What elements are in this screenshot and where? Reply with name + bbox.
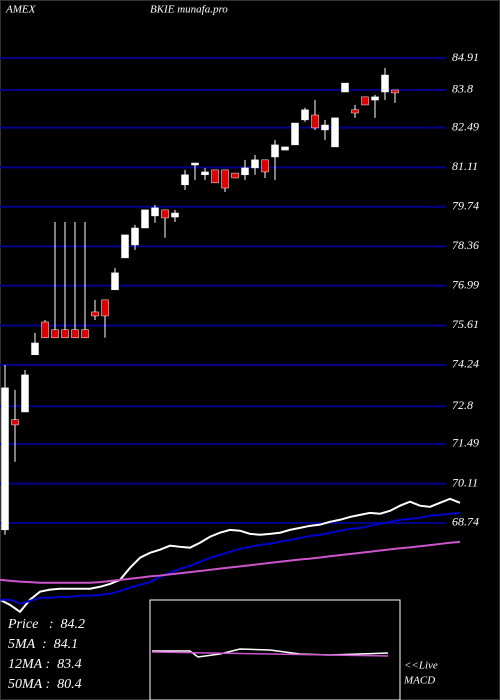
candle-body	[361, 96, 369, 106]
exchange: AMEX	[5, 4, 37, 16]
y-tick-label: 84.91	[452, 50, 479, 64]
info-label: 5MA : 84.1	[8, 637, 78, 652]
candle-body	[71, 329, 79, 339]
y-tick-label: 68.74	[452, 515, 479, 529]
candle-body	[171, 212, 179, 218]
candle-body	[11, 419, 19, 426]
candle-body	[381, 74, 389, 93]
y-tick-label: 83.8	[452, 82, 473, 96]
candle-body	[311, 114, 319, 129]
ma-line	[0, 540, 461, 584]
macd-label: MACD	[403, 675, 435, 687]
y-tick-label: 71.49	[452, 436, 479, 450]
info-label: 50MA : 80.4	[8, 677, 82, 692]
candle-body	[241, 167, 249, 176]
info-label: Price : 84.2	[7, 617, 85, 632]
candle-body	[281, 146, 289, 151]
candle-body	[21, 374, 29, 413]
candle-body	[31, 342, 39, 356]
candle-body	[331, 117, 339, 148]
candle-body	[371, 96, 379, 101]
candle-body	[341, 82, 349, 93]
ma-line	[0, 511, 461, 605]
y-tick-label: 78.36	[452, 238, 479, 252]
y-tick-label: 76.99	[452, 278, 479, 292]
candle-body	[121, 234, 129, 259]
macd-signal	[151, 651, 389, 657]
candle-body	[351, 109, 359, 114]
candle-body	[301, 109, 309, 121]
candle-body	[191, 162, 199, 166]
candle-body	[41, 321, 49, 339]
y-tick-label: 82.49	[452, 119, 479, 133]
candle-body	[211, 169, 219, 184]
candle-body	[271, 144, 279, 158]
candle-body	[111, 272, 119, 291]
candle-body	[231, 172, 239, 179]
candle-body	[81, 329, 89, 339]
candle-body	[221, 169, 229, 189]
y-tick-label: 72.8	[452, 398, 473, 412]
candle-body	[151, 207, 159, 217]
candle-body	[91, 311, 99, 317]
y-tick-label: 75.61	[452, 317, 479, 331]
candle-body	[321, 124, 329, 131]
candle-body	[141, 209, 149, 229]
candle-body	[391, 89, 399, 94]
candle-body	[291, 122, 299, 146]
candle-body	[61, 329, 69, 339]
candle-body	[201, 171, 209, 176]
candle-body	[251, 159, 259, 169]
y-tick-label: 81.11	[452, 159, 478, 173]
y-tick-label: 70.11	[452, 475, 478, 489]
candle-body	[51, 329, 59, 339]
info-label: 12MA : 83.4	[8, 657, 82, 672]
candle-body	[181, 174, 189, 186]
y-tick-label: 74.24	[452, 357, 479, 371]
candle-body	[161, 209, 169, 219]
macd-label: <<Live	[404, 660, 438, 672]
candle-body	[101, 299, 109, 317]
ma-line	[0, 497, 461, 614]
chart-title: BKIE munafa.pro	[150, 4, 228, 16]
candle-body	[131, 227, 139, 246]
candle-body	[261, 159, 269, 173]
candle-body	[1, 387, 9, 531]
y-tick-label: 79.74	[452, 198, 479, 212]
